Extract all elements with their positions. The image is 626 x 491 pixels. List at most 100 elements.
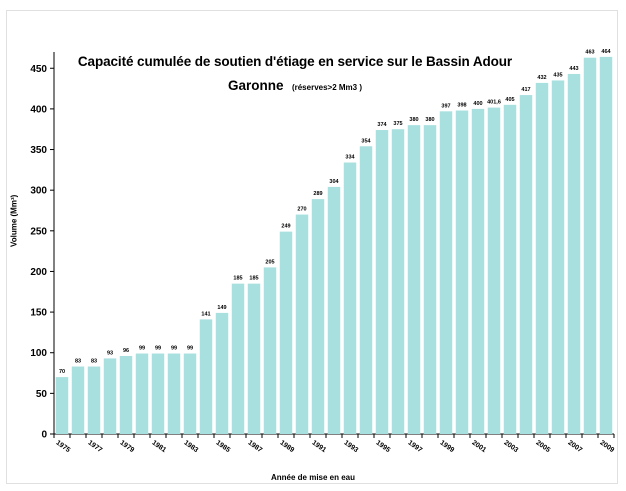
bar [327, 186, 341, 434]
x-tick-label: 1979 [118, 439, 135, 454]
y-tick-label: 450 [30, 64, 47, 75]
bar [519, 95, 533, 434]
x-tick-label: 2005 [534, 439, 551, 454]
x-tick-label: 1989 [278, 439, 295, 454]
y-tick-label: 150 [30, 308, 47, 319]
value-label: 397 [441, 103, 450, 109]
value-label: 354 [361, 138, 371, 144]
x-tick-label: 1993 [342, 439, 359, 454]
value-label: 99 [187, 346, 193, 352]
value-label: 304 [329, 179, 339, 185]
x-tick-label: 1983 [182, 439, 199, 454]
value-label: 141 [201, 311, 210, 317]
value-label: 185 [249, 276, 258, 282]
bar [535, 82, 549, 435]
chart-title-line2: Garonne (réserves>2 Mm3 ) [60, 77, 530, 95]
bar [263, 267, 277, 434]
bar [103, 358, 117, 434]
x-tick-label: 2003 [502, 439, 519, 454]
bar [407, 125, 421, 435]
value-label: 185 [233, 276, 242, 282]
value-label: 99 [155, 346, 161, 352]
value-label: 432 [537, 75, 546, 81]
value-label: 380 [409, 117, 418, 123]
bar [391, 129, 405, 434]
value-label: 83 [91, 359, 97, 365]
bar [167, 353, 181, 434]
value-label: 99 [139, 346, 145, 352]
value-label: 464 [601, 49, 611, 55]
y-tick-label: 300 [30, 186, 47, 197]
bar [119, 355, 133, 434]
y-tick-label: 50 [36, 389, 48, 400]
bar [551, 80, 565, 434]
x-tick-label: 1985 [214, 439, 231, 454]
x-axis-label: Année de mise en eau [270, 473, 356, 482]
x-tick-label: 1981 [150, 439, 167, 454]
bar [343, 162, 357, 434]
bar [567, 73, 581, 435]
bar [455, 110, 469, 434]
bar [439, 111, 453, 435]
value-label: 70 [59, 369, 65, 375]
chart-subtitle: (réserves>2 Mm3 ) [291, 83, 362, 92]
bar [471, 108, 485, 434]
value-label: 374 [377, 122, 387, 128]
bar [375, 130, 389, 435]
value-label: 93 [107, 350, 113, 356]
value-label: 99 [171, 346, 177, 352]
bar [279, 231, 293, 434]
chart-border [6, 10, 618, 484]
chart-title: Capacité cumulée de soutien d'étiage en … [60, 54, 530, 95]
y-tick-label: 350 [30, 145, 47, 156]
bar [583, 57, 597, 434]
x-tick-label: 1991 [310, 439, 327, 454]
bar [247, 283, 261, 434]
x-tick-label: 1977 [86, 439, 103, 454]
bar [231, 283, 245, 434]
bar [71, 366, 85, 434]
value-label: 417 [521, 87, 530, 93]
x-tick-label: 2009 [598, 439, 615, 454]
x-tick-label: 1999 [438, 439, 455, 454]
chart-title-line2-main: Garonne [227, 78, 284, 93]
value-label: 380 [425, 117, 434, 123]
bar [599, 56, 613, 435]
value-label: 405 [505, 97, 514, 103]
x-tick-label: 2001 [470, 439, 487, 454]
y-tick-label: 0 [41, 430, 47, 441]
value-label: 463 [585, 50, 594, 56]
bar [423, 125, 437, 435]
bar [135, 353, 149, 434]
x-tick-label: 1975 [54, 439, 71, 454]
value-label: 334 [345, 155, 355, 161]
bar [199, 319, 213, 434]
bar [183, 353, 197, 434]
value-label: 249 [281, 224, 290, 230]
y-tick-label: 200 [30, 267, 47, 278]
bar [295, 214, 309, 434]
value-label: 289 [313, 191, 322, 197]
bar [311, 199, 325, 434]
value-label: 400 [473, 101, 482, 107]
bar [215, 312, 229, 434]
value-label: 375 [393, 121, 402, 127]
y-axis-label: Volume (Mm³) [9, 194, 19, 247]
value-label: 401,6 [487, 100, 501, 106]
x-tick-label: 1987 [246, 439, 263, 454]
bar [55, 377, 69, 434]
value-label: 83 [75, 359, 81, 365]
y-tick-label: 100 [30, 348, 47, 359]
x-tick-label: 2007 [566, 439, 583, 454]
value-label: 205 [265, 259, 274, 265]
bar [359, 146, 373, 434]
value-label: 443 [569, 66, 578, 72]
chart-title-line1: Capacité cumulée de soutien d'étiage en … [77, 54, 513, 69]
bar [151, 353, 165, 434]
value-label: 96 [123, 348, 129, 354]
value-label: 435 [553, 72, 562, 78]
bar [503, 104, 517, 435]
bar [487, 107, 501, 434]
